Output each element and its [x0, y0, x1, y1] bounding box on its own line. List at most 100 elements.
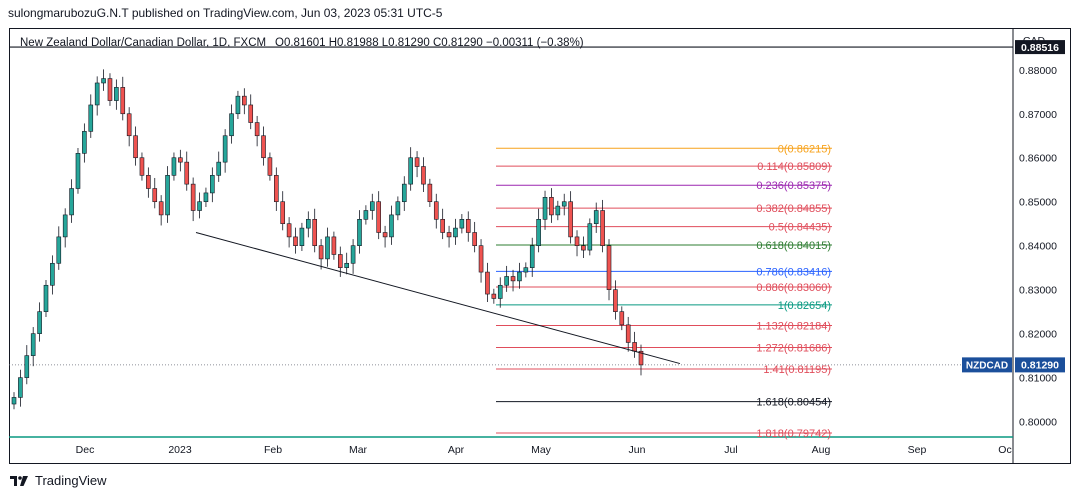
candle[interactable] [536, 208, 541, 253]
candle[interactable] [433, 193, 439, 229]
candle[interactable] [318, 239, 324, 270]
candle[interactable] [107, 73, 113, 106]
candle[interactable] [593, 202, 599, 233]
candle[interactable] [37, 302, 42, 342]
candle[interactable] [485, 262, 490, 302]
candle[interactable] [254, 115, 260, 147]
candle[interactable] [184, 151, 190, 191]
candle[interactable] [101, 69, 106, 91]
candle[interactable] [235, 90, 241, 120]
candle[interactable] [139, 152, 145, 181]
candle[interactable] [574, 230, 580, 257]
candlestick-series[interactable] [11, 69, 644, 410]
candle[interactable] [56, 226, 62, 270]
candle[interactable] [376, 191, 381, 240]
candle[interactable] [18, 369, 23, 407]
candle[interactable] [165, 166, 170, 223]
candle[interactable] [504, 265, 509, 292]
candle[interactable] [152, 177, 158, 209]
candle[interactable] [497, 277, 503, 308]
candle[interactable] [555, 200, 561, 221]
candle[interactable] [126, 107, 132, 147]
candle[interactable] [421, 157, 426, 193]
candle[interactable] [568, 191, 573, 244]
candle[interactable] [600, 199, 605, 253]
candle[interactable] [50, 255, 55, 295]
candle[interactable] [613, 280, 618, 320]
price-axis[interactable]: 0.88000 0.87000 0.86000 0.85000 0.84000 0.830… [1019, 65, 1057, 429]
candle[interactable] [408, 147, 413, 191]
candle[interactable] [30, 327, 36, 367]
candle[interactable] [280, 191, 286, 231]
candle[interactable] [344, 252, 349, 275]
candle[interactable] [11, 392, 17, 410]
candle[interactable] [43, 279, 49, 317]
candle[interactable] [222, 129, 228, 173]
candle[interactable] [325, 227, 330, 267]
candle[interactable] [293, 227, 298, 254]
candle[interactable] [133, 126, 138, 166]
candle[interactable] [24, 345, 30, 385]
candle[interactable] [94, 76, 100, 116]
candle[interactable] [229, 104, 234, 144]
candle[interactable] [638, 344, 644, 376]
candle[interactable] [581, 236, 586, 259]
candle[interactable] [114, 79, 119, 110]
candle[interactable] [549, 188, 554, 223]
candle[interactable] [491, 288, 497, 304]
candle[interactable] [158, 195, 164, 226]
candle[interactable] [369, 193, 375, 220]
candle[interactable] [216, 151, 222, 182]
candle[interactable] [632, 331, 637, 358]
candle[interactable] [178, 149, 183, 172]
candle[interactable] [465, 211, 471, 242]
candle[interactable] [446, 225, 452, 248]
candle[interactable] [619, 306, 625, 331]
candle[interactable] [625, 316, 631, 352]
candle[interactable] [587, 218, 593, 256]
candle[interactable] [389, 205, 394, 245]
candle[interactable] [248, 94, 254, 130]
candle[interactable] [242, 88, 247, 115]
candle[interactable] [517, 262, 522, 289]
candle[interactable] [88, 94, 94, 138]
candle[interactable] [69, 179, 74, 223]
candle[interactable] [529, 237, 535, 277]
candle[interactable] [261, 126, 266, 166]
candle[interactable] [414, 151, 420, 178]
candle[interactable] [382, 225, 388, 248]
candle[interactable] [459, 214, 465, 234]
trend-line[interactable] [195, 232, 681, 365]
candle[interactable] [427, 178, 433, 207]
candle[interactable] [350, 239, 356, 274]
candle[interactable] [472, 221, 477, 253]
candle[interactable] [306, 211, 311, 238]
fibonacci-extension[interactable]: 0(0.86215) 0.114(0.85809) 0.236(0.85375) 0.… [496, 143, 832, 440]
candle[interactable] [357, 210, 362, 254]
candle[interactable] [120, 76, 126, 121]
candle[interactable] [453, 218, 458, 245]
candle[interactable] [401, 176, 407, 211]
candle[interactable] [331, 231, 337, 260]
candle[interactable] [606, 239, 612, 301]
candle[interactable] [197, 192, 202, 219]
candle[interactable] [363, 205, 369, 225]
candle[interactable] [190, 177, 196, 222]
candle[interactable] [210, 167, 215, 203]
candle[interactable] [146, 167, 151, 198]
candle[interactable] [286, 217, 292, 248]
candle[interactable] [171, 152, 177, 181]
candle[interactable] [523, 262, 529, 278]
candle[interactable] [274, 167, 279, 211]
candle[interactable] [561, 193, 567, 216]
candle[interactable] [510, 269, 516, 292]
candle[interactable] [82, 123, 87, 163]
candle[interactable] [299, 222, 305, 251]
candle[interactable] [267, 152, 273, 181]
candle[interactable] [312, 208, 318, 253]
candle[interactable] [62, 208, 68, 248]
candle[interactable] [542, 190, 548, 230]
candle[interactable] [440, 208, 445, 240]
candle[interactable] [478, 239, 484, 283]
